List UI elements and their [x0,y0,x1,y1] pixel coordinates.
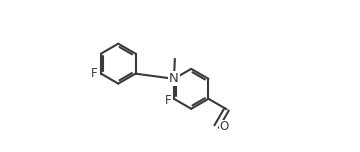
Text: O: O [219,120,228,133]
Text: F: F [165,94,171,107]
Text: F: F [91,67,97,80]
Text: N: N [169,72,179,85]
